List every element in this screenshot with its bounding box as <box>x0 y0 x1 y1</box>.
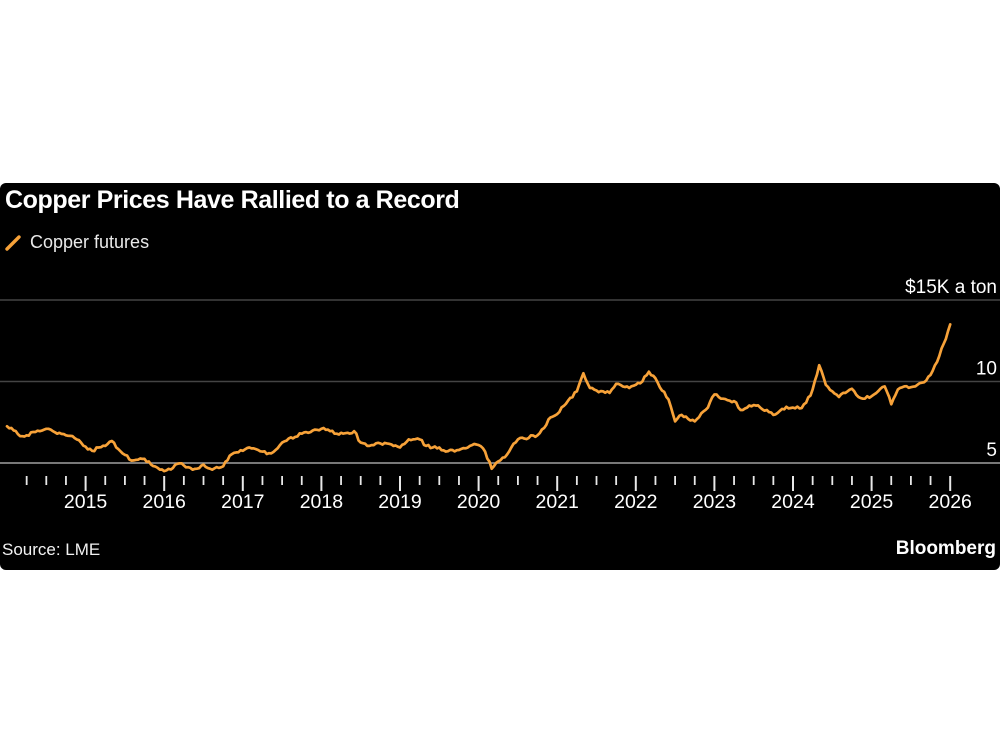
source-note: Source: LME <box>2 540 101 559</box>
orange-slash-icon <box>5 234 21 251</box>
x-axis-year-label: 2020 <box>457 491 501 513</box>
legend: Copper futures <box>5 232 149 253</box>
x-axis-year-label: 2019 <box>378 491 421 513</box>
x-axis-year-label: 2021 <box>536 491 579 513</box>
x-axis-year-label: 2025 <box>850 491 894 513</box>
x-axis-year-label: 2016 <box>143 491 186 513</box>
y-axis-label: $15K a ton <box>905 277 997 298</box>
x-axis-year-label: 2018 <box>300 491 343 513</box>
y-axis-label: 10 <box>976 359 997 380</box>
chart-title: Copper Prices Have Rallied to a Record <box>5 186 460 214</box>
y-axis-label: 5 <box>986 440 997 461</box>
copper-price-line-chart: $15K a ton 10 5 2015 2016 2017 2018 2019 2020 202… <box>0 277 1000 513</box>
legend-label: Copper futures <box>30 232 150 252</box>
x-axis-year-label: 2024 <box>771 491 815 513</box>
x-axis-year-label: 2015 <box>64 491 108 513</box>
x-axis-year-label: 2017 <box>221 491 264 513</box>
bloomberg-logo: Bloomberg <box>895 538 996 559</box>
x-axis-year-label: 2023 <box>693 491 736 513</box>
price-line <box>5 323 952 473</box>
chart-panel: Copper Prices Have Rallied to a Record C… <box>0 183 1000 570</box>
x-axis-year-label: 2022 <box>614 491 657 513</box>
x-axis-year-label: 2026 <box>929 491 972 513</box>
